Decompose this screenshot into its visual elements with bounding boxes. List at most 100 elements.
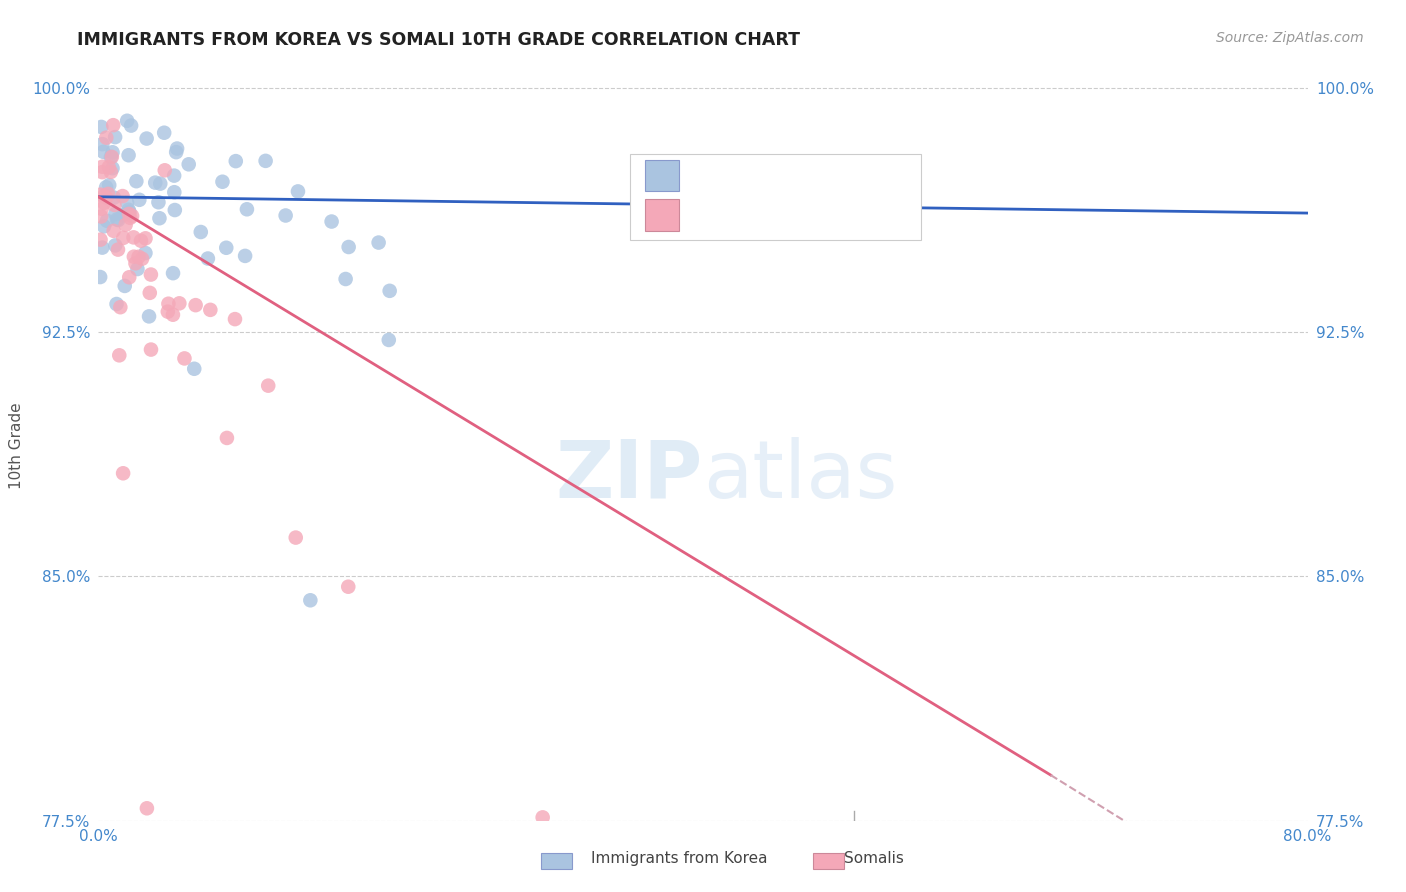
Point (211, 175, 233, 189)
Point (122, 250, 145, 264)
Point (128, 193, 150, 207)
Point (153, 126, 176, 140)
Point (107, 243, 129, 257)
Point (134, 231, 156, 245)
Point (118, 207, 141, 221)
Point (96, 130, 118, 145)
Point (103, 191, 125, 205)
Point (120, 119, 142, 133)
Point (531, 810, 554, 824)
Point (91, 241, 114, 255)
Point (104, 207, 127, 221)
Point (105, 297, 128, 311)
Point (129, 234, 152, 248)
Text: Somalis: Somalis (844, 851, 904, 865)
Point (378, 333, 401, 347)
Point (337, 240, 360, 254)
Point (127, 262, 149, 277)
Point (94, 180, 117, 194)
Point (139, 268, 162, 282)
Point (115, 195, 138, 210)
Point (139, 285, 162, 300)
Point (90, 233, 112, 247)
Y-axis label: 10th Grade: 10th Grade (8, 402, 24, 490)
Point (169, 296, 191, 310)
Point (335, 272, 357, 286)
Point (166, 142, 188, 156)
Point (93, 145, 115, 159)
Point (91, 165, 114, 179)
Point (90, 120, 112, 134)
Point (120, 211, 142, 225)
Point (337, 580, 360, 594)
Point (112, 208, 135, 222)
Text: Immigrants from Korea: Immigrants from Korea (591, 851, 768, 865)
Point (128, 250, 150, 264)
Point (115, 113, 138, 128)
Point (90, 210, 112, 224)
Point (101, 161, 124, 176)
Text: atlas: atlas (703, 437, 897, 515)
Point (184, 298, 207, 312)
Point (200, 302, 222, 317)
Point (97, 186, 120, 201)
Point (135, 131, 157, 145)
Bar (645, 200, 679, 231)
Point (183, 361, 205, 376)
Point (89, 187, 111, 202)
Point (190, 225, 212, 239)
Point (225, 154, 247, 169)
Point (110, 300, 132, 314)
Point (197, 252, 219, 266)
Point (93, 195, 115, 210)
Point (108, 348, 131, 362)
Point (378, 284, 401, 298)
Point (134, 246, 156, 260)
Point (96, 191, 118, 205)
Point (91, 160, 114, 174)
Point (215, 431, 238, 445)
Text: Source: ZipAtlas.com: Source: ZipAtlas.com (1216, 31, 1364, 45)
Point (93, 189, 115, 203)
Point (91, 137, 114, 152)
Point (90, 202, 112, 216)
Point (321, 214, 343, 228)
Point (125, 174, 148, 188)
Point (107, 213, 129, 227)
Point (118, 205, 141, 219)
Point (104, 130, 127, 145)
Text: R = -0.646   N = 53: R = -0.646 N = 53 (693, 206, 856, 224)
Point (287, 185, 309, 199)
Point (284, 531, 307, 545)
Point (122, 230, 145, 244)
Bar (645, 160, 679, 191)
Point (104, 238, 127, 252)
Point (93, 219, 115, 234)
Point (224, 312, 246, 326)
Point (131, 252, 153, 266)
Point (165, 145, 187, 160)
Point (111, 189, 134, 203)
Point (153, 163, 176, 178)
Point (148, 211, 170, 226)
Point (163, 185, 186, 199)
Point (103, 118, 125, 132)
Point (139, 343, 162, 357)
Point (98, 178, 121, 193)
Point (105, 212, 128, 227)
Point (148, 195, 170, 210)
Point (254, 153, 277, 168)
Point (236, 202, 259, 217)
Point (149, 177, 172, 191)
Point (101, 145, 124, 160)
Point (89, 270, 111, 285)
Text: ZIP: ZIP (555, 437, 703, 515)
Point (114, 218, 136, 232)
Point (162, 266, 184, 280)
Point (143, 176, 166, 190)
Point (135, 801, 157, 815)
Point (118, 270, 141, 285)
Point (177, 157, 200, 171)
Point (121, 209, 143, 223)
Text: IMMIGRANTS FROM KOREA VS SOMALI 10TH GRADE CORRELATION CHART: IMMIGRANTS FROM KOREA VS SOMALI 10TH GRA… (77, 31, 800, 49)
